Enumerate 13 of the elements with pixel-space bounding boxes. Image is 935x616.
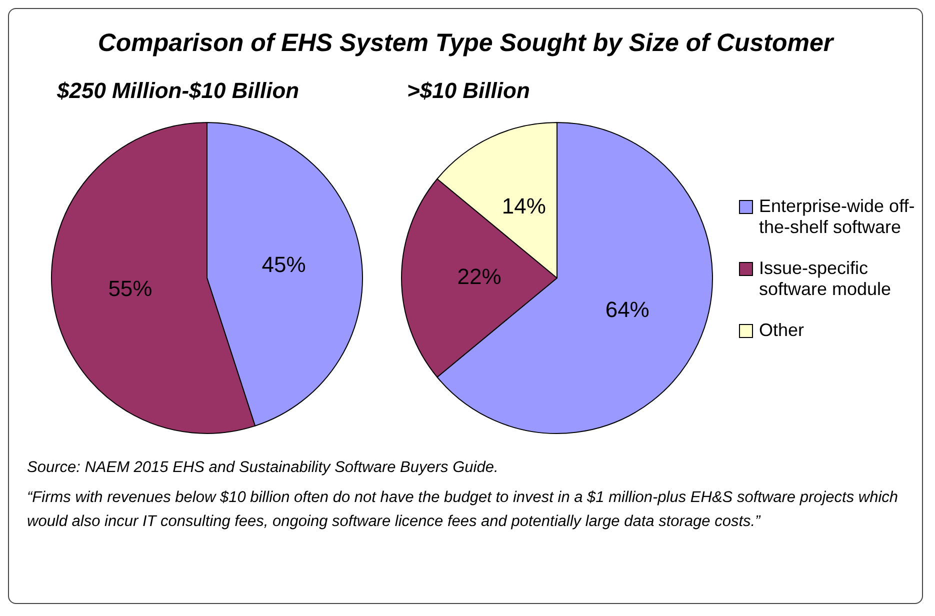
- text: “Firms with revenues below $10 billion often do not have the budget to invest in a $1 million-plus EH&S software projects which would also incur IT consulting fees, ongoing software licence fees and potentially large data storage costs.”: [27, 488, 900, 532]
- source-note: Source: NAEM 2015 EHS and Sustainability Software Buyers Guide.: [27, 458, 500, 478]
- chart-subtitle: $250 Million-$10 Billion: [57, 78, 300, 104]
- legend-label: Issue-specific software module: [759, 258, 892, 300]
- legend-label: Enterprise-wide off-the-shelf software: [759, 196, 916, 238]
- data-label: 64%: [605, 297, 650, 322]
- chart-subtitle: >$10 Billion: [407, 78, 530, 104]
- data-label: 22%: [457, 264, 502, 290]
- text: Comparison of EHS System Type Sought by Size of Customer: [96, 29, 836, 58]
- legend-label: Other: [759, 320, 804, 340]
- data-label: 14%: [502, 194, 546, 219]
- data-label: 45%: [262, 252, 306, 277]
- data-label: 55%: [108, 276, 152, 302]
